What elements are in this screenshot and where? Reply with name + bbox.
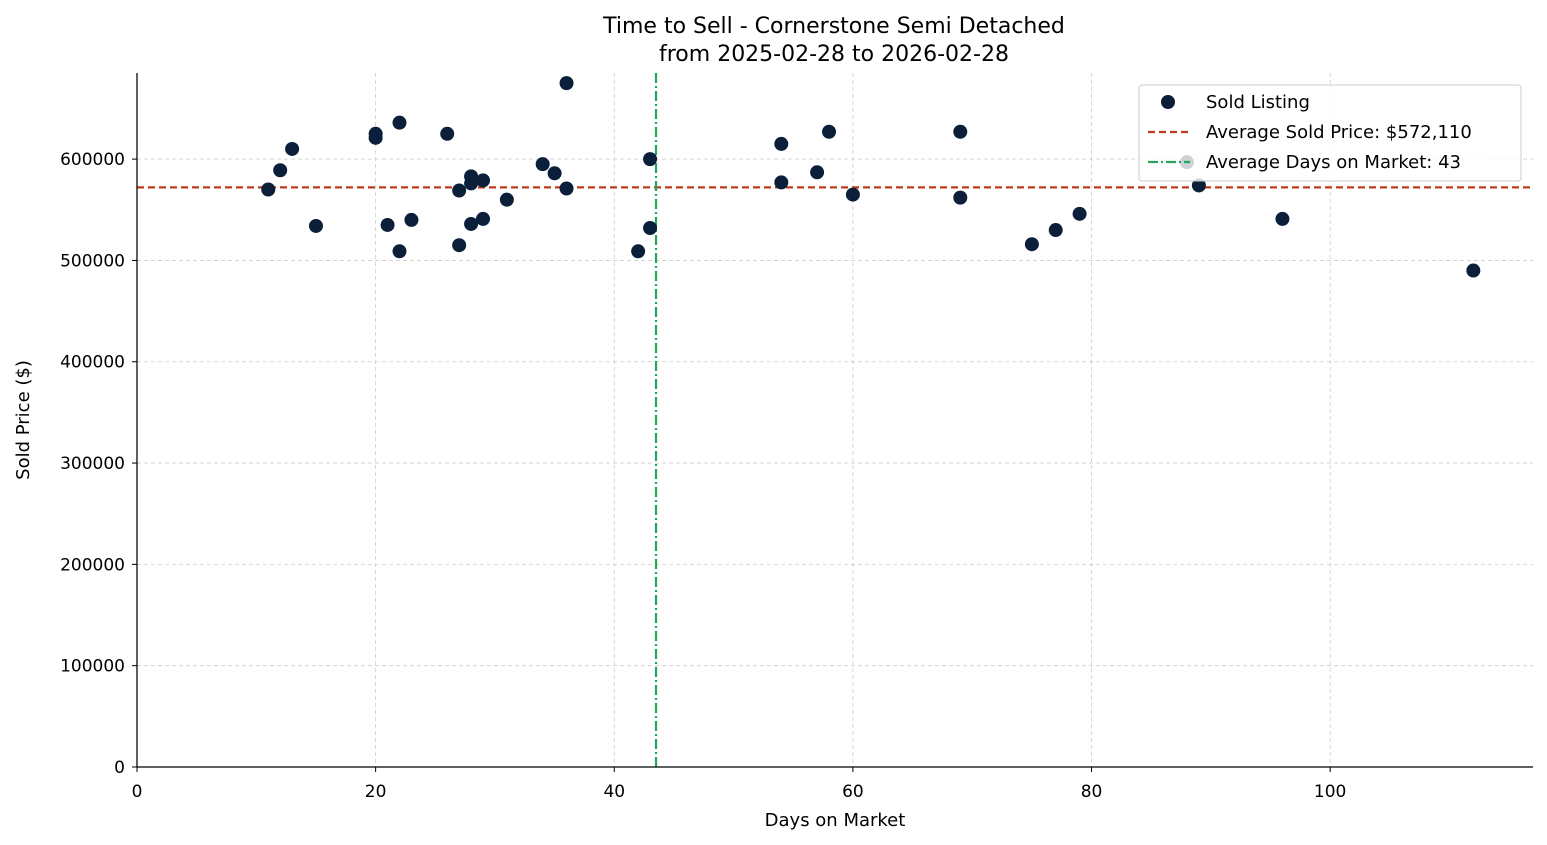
x-tick-label: 0 (132, 782, 143, 802)
x-tick-label: 80 (1081, 782, 1103, 802)
data-point (822, 124, 837, 139)
data-point (774, 136, 789, 151)
data-point (452, 238, 467, 253)
data-point (643, 152, 658, 167)
data-point (643, 221, 658, 236)
data-point (535, 157, 550, 172)
ticks: 0 20 40 60 80 100 0 100000 200000 300000 400000 500… (60, 150, 1346, 802)
data-point (308, 218, 323, 233)
data-point (285, 141, 300, 156)
y-tick-label: 600000 (60, 150, 125, 170)
x-axis-label: Days on Market (765, 810, 906, 831)
data-point (392, 244, 407, 259)
y-tick-label: 100000 (60, 657, 125, 677)
y-tick-label: 300000 (60, 454, 125, 474)
x-tick-label: 40 (603, 782, 625, 802)
data-point (631, 244, 646, 259)
data-point (499, 192, 514, 207)
legend: Sold Listing Average Sold Price: $572,11… (1138, 84, 1522, 182)
data-point (368, 130, 383, 145)
data-point (1466, 263, 1481, 278)
y-axis-label: Sold Price ($) (13, 360, 34, 480)
data-point (810, 165, 825, 180)
legend-label-sold-listing: Sold Listing (1206, 92, 1310, 113)
data-point (559, 76, 574, 91)
data-point (464, 176, 479, 191)
data-point (380, 217, 395, 232)
data-point (774, 175, 789, 190)
data-point (845, 187, 860, 202)
chart-title: Time to Sell - Cornerstone Semi Detached (602, 14, 1065, 39)
data-point (1275, 211, 1290, 226)
axes (136, 73, 1533, 768)
data-point (1191, 178, 1206, 193)
chart-subtitle: from 2025-02-28 to 2026-02-28 (659, 42, 1009, 67)
x-tick-label: 20 (365, 782, 387, 802)
x-tick-label: 100 (1314, 782, 1346, 802)
legend-label-average-price: Average Sold Price: $572,110 (1206, 122, 1472, 143)
y-tick-label: 500000 (60, 251, 125, 271)
data-point (1024, 237, 1039, 252)
legend-label-average-days: Average Days on Market: 43 (1206, 152, 1461, 173)
data-point (953, 124, 968, 139)
reference-lines (137, 73, 1533, 767)
data-point (547, 166, 562, 181)
legend-frame (1138, 84, 1522, 182)
data-point (1048, 223, 1063, 238)
y-tick-label: 400000 (60, 353, 125, 373)
data-point (440, 126, 455, 141)
data-point (261, 182, 276, 197)
y-tick-label: 200000 (60, 555, 125, 575)
data-point (476, 173, 491, 188)
legend-marker-sold-listing (1161, 95, 1175, 109)
data-point (452, 183, 467, 198)
data-point (1072, 206, 1087, 221)
y-tick-label: 0 (114, 758, 125, 778)
data-point (476, 211, 491, 226)
x-tick-label: 60 (842, 782, 864, 802)
data-point (953, 190, 968, 205)
data-point (404, 212, 419, 227)
data-point (559, 181, 574, 196)
data-point (273, 163, 288, 178)
data-point (464, 216, 479, 231)
data-point (392, 115, 407, 130)
data-points (261, 76, 1481, 278)
